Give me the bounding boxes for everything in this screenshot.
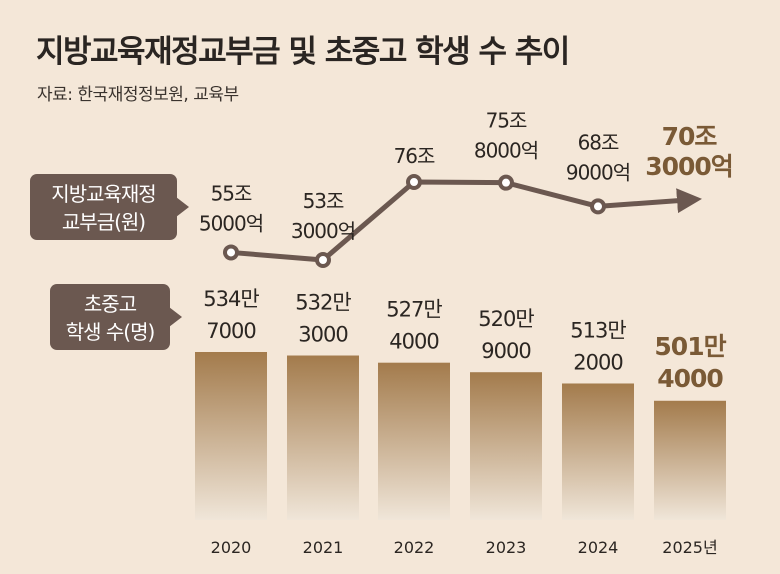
line-value-label: 68조 9000억	[566, 130, 630, 184]
line-value-label-line: 70조	[662, 122, 718, 151]
bar-2024	[562, 383, 634, 520]
legend-students-text-line: 학생 수(명)	[66, 320, 155, 344]
line-point	[590, 198, 606, 215]
bar-value-label-line: 4000	[657, 364, 723, 393]
x-tick-label: 2025년	[662, 538, 717, 557]
bar-value-label: 534만 7000	[203, 287, 259, 343]
line-point	[315, 252, 331, 268]
line-value-label-line: 9000억	[566, 160, 630, 184]
bar-value-label-line: 527만	[386, 298, 442, 322]
series-line	[228, 179, 702, 263]
x-tick-label: 2020	[211, 538, 252, 557]
line-value-label-line: 76조	[394, 144, 435, 168]
bar-value-label: 520만 9000	[478, 307, 534, 363]
bar-value-label-line: 501만	[654, 332, 726, 361]
bar-value-label-line: 520만	[478, 307, 534, 331]
bar-value-label-line: 2000	[573, 350, 622, 374]
line-value-label-line: 75조	[486, 109, 527, 133]
bar-value-label-line: 7000	[206, 319, 255, 343]
line-value-label-line: 3000억	[645, 152, 733, 181]
legend-funding-text-line: 지방교육재정	[51, 182, 155, 206]
bar-value-label-line: 4000	[389, 330, 438, 354]
bar-value-label-line: 513만	[570, 318, 626, 342]
chart-title: 지방교육재정교부금 및 초중고 학생 수 추이	[36, 34, 570, 70]
bar-value-label: 527만 4000	[386, 298, 442, 354]
legend-funding-box	[30, 174, 177, 240]
line-point	[223, 244, 239, 261]
legend-students-text-line: 초중고	[84, 292, 137, 316]
bar-2023	[470, 372, 542, 520]
bar-value-label-line: 532만	[295, 291, 351, 315]
x-tick-label: 2021	[303, 538, 344, 557]
bar-value-label: 501만 4000	[654, 332, 726, 393]
line-value-label-line: 8000억	[474, 139, 538, 163]
line-point	[406, 174, 422, 190]
line-value-label-line: 5000억	[199, 211, 263, 235]
line-value-label: 55조 5000억	[199, 181, 263, 235]
bar-value-label-line: 9000	[481, 339, 530, 363]
bar-value-label-line: 3000	[298, 323, 347, 347]
line-value-label: 70조 3000억	[645, 122, 733, 181]
bar-value-label-line: 534만	[203, 287, 259, 311]
bar-value-label: 532만 3000	[295, 291, 351, 347]
chart-source: 자료: 한국재정정보원, 교육부	[37, 85, 239, 105]
bar-2020	[195, 352, 267, 520]
x-tick-label: 2024	[578, 538, 619, 557]
legend-students-pointer	[169, 307, 182, 327]
legend-funding-text-line: 교부금(원)	[62, 210, 145, 234]
x-tick-label: 2022	[394, 538, 435, 557]
line-value-label: 53조 3000억	[291, 189, 355, 243]
line-point	[498, 174, 514, 191]
bar-2021	[287, 355, 359, 520]
bar-2022	[378, 362, 450, 520]
bar-2025년	[654, 400, 726, 520]
line-value-label-line: 55조	[211, 181, 252, 205]
legend-students-box	[50, 284, 170, 350]
x-tick-label: 2023	[486, 538, 527, 557]
line-value-label: 75조 8000억	[474, 109, 538, 163]
line-value-label: 76조	[394, 144, 435, 168]
bar-value-label: 513만 2000	[570, 318, 626, 374]
line-value-label-line: 53조	[303, 189, 344, 213]
bars-layer: 534만 7000 2020 532만 3000 2021 527만 4000 2022 520만…	[195, 287, 728, 557]
line-value-label-line: 68조	[578, 130, 619, 154]
legend-funding-pointer	[176, 197, 189, 217]
line-value-label-line: 3000억	[291, 219, 355, 243]
